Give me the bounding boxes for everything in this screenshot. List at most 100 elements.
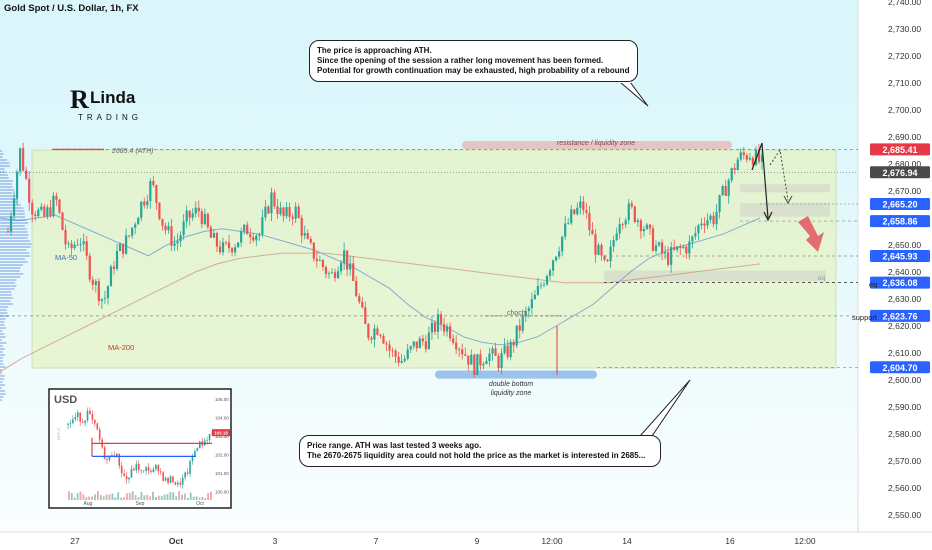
candle-body xyxy=(522,315,524,330)
candle-body xyxy=(376,329,378,335)
volume-bar xyxy=(0,183,12,185)
volume-bar xyxy=(0,165,10,167)
inset-candle-body xyxy=(143,471,145,472)
top-note: The price is approaching ATH. Since the … xyxy=(309,40,638,82)
volume-bar xyxy=(0,255,30,257)
inset-candle-body xyxy=(206,440,208,441)
inset-candle-body xyxy=(92,414,94,420)
inset-volume-bar xyxy=(167,494,169,500)
inset-volume-bar xyxy=(201,497,203,500)
candle-body xyxy=(652,228,654,251)
volume-bar xyxy=(0,159,7,161)
candle-body xyxy=(600,245,602,256)
inset-volume-bar xyxy=(74,498,76,500)
inset-candle-body xyxy=(209,434,211,440)
inset-candle-body xyxy=(160,471,162,472)
candle-body xyxy=(98,281,100,301)
inset-volume-bar xyxy=(106,495,108,500)
candle-body xyxy=(95,281,97,285)
volume-bar xyxy=(0,153,4,155)
volume-bar xyxy=(0,195,16,197)
candle-body xyxy=(349,263,351,269)
volume-bar xyxy=(0,180,13,182)
candle-body xyxy=(189,211,191,218)
time-axis-panel[interactable] xyxy=(0,532,932,550)
price-tag-label: 2,658.86 xyxy=(882,217,917,227)
candle-body xyxy=(334,272,336,278)
candle-body xyxy=(446,326,448,331)
eq-label: eq xyxy=(869,280,877,289)
candle-body xyxy=(186,211,188,222)
candle-body xyxy=(606,260,608,261)
candle-body xyxy=(413,342,415,347)
inset-candle-body xyxy=(77,412,79,416)
y-tick-label: 2,610.00 xyxy=(888,348,921,358)
inset-volume-bar xyxy=(143,495,145,500)
price-tag-label: 2,623.76 xyxy=(882,311,917,321)
candle-body xyxy=(116,251,118,269)
inset-volume-bar xyxy=(117,492,119,500)
inset-candle-body xyxy=(79,412,81,421)
volume-bar xyxy=(0,342,7,344)
candle-body xyxy=(473,355,475,375)
candle-body xyxy=(470,355,472,365)
candle-body xyxy=(77,245,79,246)
volume-bar xyxy=(0,168,5,170)
inset-candle-body xyxy=(199,441,201,448)
eq-zone-label: eq xyxy=(818,275,826,282)
inset-candle-body xyxy=(153,469,155,472)
candle-body xyxy=(576,208,578,214)
top-note-line-3: Potential for growth continuation may be… xyxy=(317,66,630,76)
candle-body xyxy=(752,158,754,165)
candle-body xyxy=(388,345,390,351)
candle-body xyxy=(649,225,651,229)
candle-body xyxy=(513,342,515,346)
inset-volume-bar xyxy=(109,494,111,500)
candle-body xyxy=(579,201,581,207)
volume-bar xyxy=(0,318,6,320)
candle-body xyxy=(507,346,509,358)
volume-bar xyxy=(0,354,5,356)
inset-volume-bar xyxy=(190,493,192,500)
inset-volume-bar xyxy=(170,492,172,500)
candle-body xyxy=(207,214,209,227)
candle-body xyxy=(176,241,178,243)
candle-body xyxy=(198,208,200,212)
candle-body xyxy=(613,240,615,247)
liquidity-zone-mid xyxy=(740,203,830,217)
volume-bar xyxy=(0,303,13,305)
candle-body xyxy=(567,223,569,224)
candle-body xyxy=(379,335,381,336)
candle-body xyxy=(631,203,633,206)
y-tick-label: 2,650.00 xyxy=(888,240,921,250)
inset-volume-bar xyxy=(204,498,206,500)
volume-bar xyxy=(0,228,27,230)
candle-body xyxy=(519,325,521,330)
volume-bar xyxy=(0,162,9,164)
candle-body xyxy=(476,354,478,375)
candle-body xyxy=(67,244,69,245)
inset-candle-body xyxy=(128,477,130,479)
candle-body xyxy=(89,256,91,280)
inset-candle-body xyxy=(179,483,181,485)
y-tick-label: 2,690.00 xyxy=(888,132,921,142)
inset-candle-body xyxy=(84,421,86,423)
candle-body xyxy=(488,354,490,361)
candle-body xyxy=(452,338,454,342)
candle-body xyxy=(237,242,239,247)
candle-body xyxy=(270,192,272,213)
candle-body xyxy=(410,346,412,349)
inset-volume-bar xyxy=(187,498,189,500)
volume-bar xyxy=(0,177,9,179)
y-tick-label: 2,630.00 xyxy=(888,294,921,304)
svg-text:R: R xyxy=(70,85,89,114)
candle-body xyxy=(282,208,284,217)
candle-body xyxy=(404,359,406,361)
inset-candle-body xyxy=(175,482,177,484)
candle-body xyxy=(125,235,127,253)
volume-bar xyxy=(0,261,28,263)
candle-body xyxy=(715,212,717,224)
volume-bar xyxy=(0,333,4,335)
candle-body xyxy=(703,224,705,226)
